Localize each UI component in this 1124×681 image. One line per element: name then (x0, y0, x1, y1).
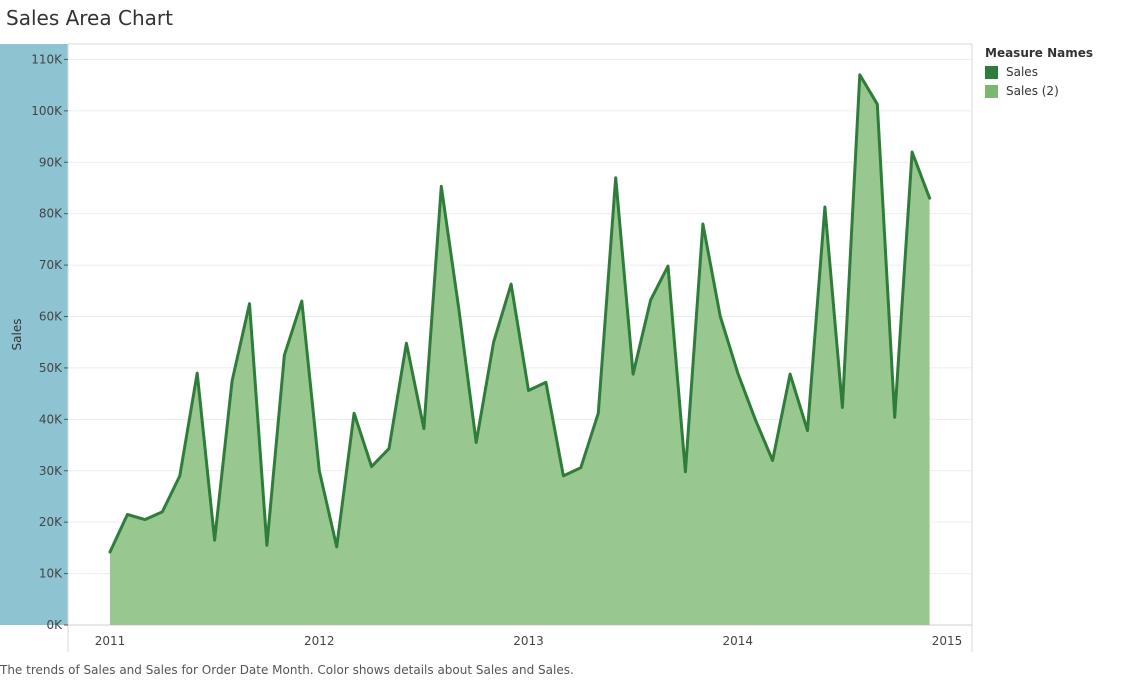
x-tick-label: 2015 (932, 634, 963, 648)
legend: Measure Names Sales Sales (2) (985, 46, 1093, 103)
y-tick-label: 10K (39, 567, 63, 581)
y-tick-label: 90K (39, 155, 63, 169)
series-area-sales-2 (110, 74, 930, 626)
chart-title: Sales Area Chart (6, 6, 173, 30)
y-tick-label: 40K (39, 412, 63, 426)
y-tick-label: 110K (31, 52, 63, 66)
chart-caption: The trends of Sales and Sales for Order … (0, 663, 574, 677)
y-tick-label: 60K (39, 310, 63, 324)
y-tick-label: 70K (39, 258, 63, 272)
y-tick-label: 50K (39, 361, 63, 375)
legend-swatch-sales (985, 65, 998, 79)
series-line-sales (108, 73, 932, 554)
legend-item-sales[interactable]: Sales (985, 65, 1093, 79)
x-tick-label: 2012 (304, 634, 335, 648)
x-tick-label: 2011 (95, 634, 126, 648)
legend-swatch-sales-2 (985, 84, 998, 98)
x-tick-label: 2014 (722, 634, 753, 648)
y-tick-label: 30K (39, 464, 63, 478)
y-tick-label: 0K (46, 618, 63, 632)
x-tick-label: 2013 (513, 634, 544, 648)
area-chart: 0K 10K 20K 30K 40K 50K 60K 70K 80K 90K 100K 110K Sal… (0, 43, 973, 652)
legend-label: Sales (2) (1006, 84, 1059, 98)
y-axis-title: Sales (10, 319, 24, 351)
legend-label: Sales (1006, 65, 1038, 79)
y-axis-band (0, 44, 68, 625)
y-tick-label: 100K (31, 104, 63, 118)
legend-title: Measure Names (985, 46, 1094, 60)
y-tick-label: 20K (39, 515, 63, 529)
y-tick-label: 80K (39, 207, 63, 221)
legend-item-sales-2[interactable]: Sales (2) (985, 84, 1093, 98)
